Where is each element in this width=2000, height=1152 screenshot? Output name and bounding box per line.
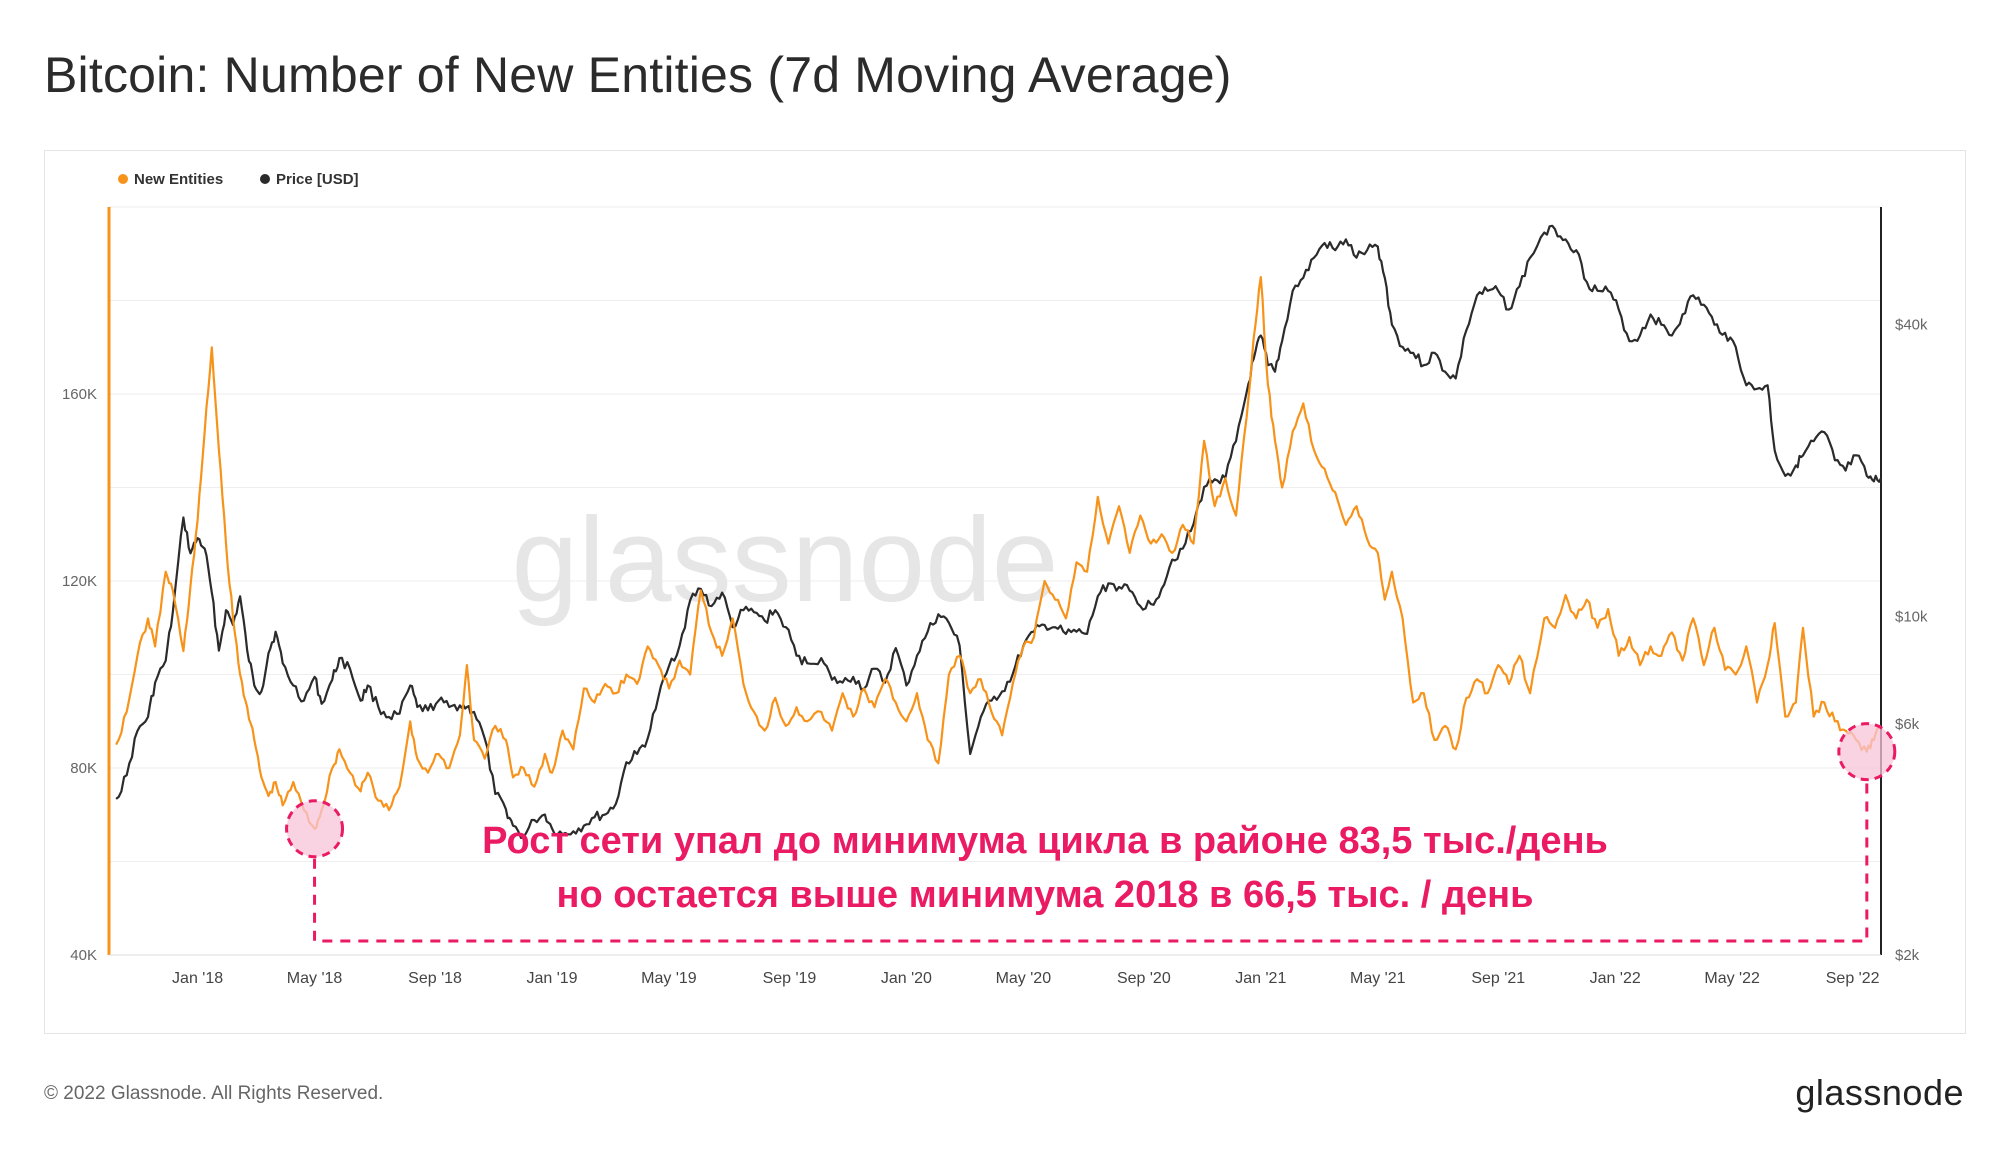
x-tick-label: Jan '18 [172, 970, 223, 987]
footer-copyright: © 2022 Glassnode. All Rights Reserved. [44, 1083, 384, 1104]
legend-label-price[interactable]: Price [USD] [276, 171, 359, 188]
y-left-tick-label: 160K [62, 386, 97, 403]
legend-marker-price [260, 174, 270, 184]
x-tick-label: May '18 [287, 970, 343, 987]
annotation-line-1: Рост сети упал до минимума цикла в район… [482, 820, 1608, 862]
series [115, 224, 1882, 839]
y-right-tick-label: $40k [1895, 317, 1928, 334]
y-left-tick-label: 120K [62, 573, 97, 590]
annotation-marker-2022-low [1837, 722, 1897, 782]
x-tick-label: May '19 [641, 970, 697, 987]
x-tick-label: Jan '19 [526, 970, 577, 987]
x-tick-label: Sep '19 [763, 970, 817, 987]
series-line-price [115, 224, 1882, 839]
x-tick-label: Jan '22 [1590, 970, 1641, 987]
y-right-tick-label: $6k [1895, 716, 1920, 733]
annotation: Рост сети упал до минимума цикла в район… [285, 722, 1897, 943]
axes: 40K 80K 120K 160K $2k $6k $10k $40k Jan '18 May '… [62, 207, 1928, 987]
x-tick-label: Sep '22 [1826, 970, 1880, 987]
watermark: glassnode [511, 493, 1058, 627]
annotation-connector [313, 781, 1869, 943]
grid [109, 206, 1881, 956]
y-left-tick-label: 40K [70, 947, 97, 964]
chart: New Entities Price [USD] glassnode 40K 80… [62, 171, 1928, 987]
chart-frame: New Entities Price [USD] glassnode 40K 80… [44, 150, 1966, 1034]
legend-label-new-entities[interactable]: New Entities [134, 171, 223, 188]
series-line-new-entities [115, 276, 1882, 830]
x-tick-label: Sep '20 [1117, 970, 1171, 987]
x-tick-label: Sep '21 [1471, 970, 1525, 987]
annotation-line-2: но остается выше минимума 2018 в 66,5 ты… [557, 874, 1534, 916]
legend: New Entities Price [USD] [118, 171, 359, 188]
y-right-tick-label: $2k [1895, 947, 1920, 964]
x-tick-label: Sep '18 [408, 970, 462, 987]
x-tick-label: May '22 [1704, 970, 1760, 987]
x-tick-label: Jan '20 [881, 970, 932, 987]
x-tick-label: Jan '21 [1235, 970, 1286, 987]
annotation-marker-2018-low [285, 799, 345, 859]
y-left-tick-label: 80K [70, 760, 97, 777]
x-tick-label: May '20 [996, 970, 1052, 987]
legend-marker-new-entities [118, 174, 128, 184]
footer-logo[interactable]: glassnode [1795, 1072, 1964, 1113]
page-title: Bitcoin: Number of New Entities (7d Movi… [44, 47, 1232, 103]
y-right-tick-label: $10k [1895, 608, 1928, 625]
x-tick-label: May '21 [1350, 970, 1406, 987]
